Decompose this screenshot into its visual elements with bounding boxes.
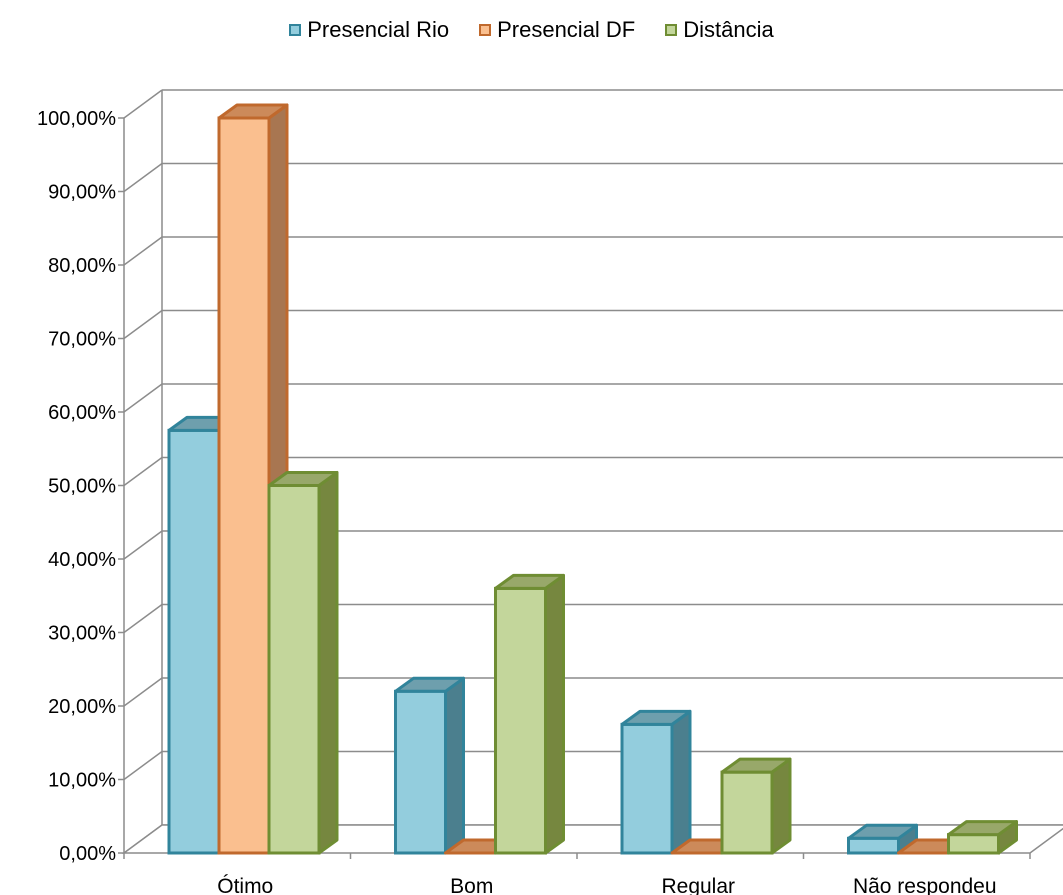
bar-front <box>620 722 674 855</box>
bar-top <box>720 757 792 774</box>
bar-side <box>444 676 465 855</box>
axis-labels: 0,00% 10,00% 20,00% 30,00% 40,00% 50,00% 60,00… <box>37 108 997 895</box>
gridline-side <box>123 236 163 266</box>
gridline-side <box>123 89 163 119</box>
bar-front <box>947 833 1000 855</box>
y-tick-label: 10,00% <box>48 770 116 792</box>
bar <box>494 573 565 855</box>
y-tick-label: 90,00% <box>48 182 116 204</box>
legend-item-presencial-df: Presencial DF <box>479 17 635 43</box>
y-tick-label: 100,00% <box>37 108 116 130</box>
legend-item-presencial-rio: Presencial Rio <box>289 17 449 43</box>
y-tick-label: 70,00% <box>48 329 116 351</box>
gridline-side <box>123 603 163 634</box>
bar <box>720 757 792 855</box>
bar-top <box>620 709 692 726</box>
bar <box>847 823 918 855</box>
bar <box>267 471 339 855</box>
bar-side <box>317 471 339 855</box>
bar-side <box>770 757 792 855</box>
bar-front <box>720 770 774 855</box>
bar <box>620 709 692 855</box>
legend-item-distancia: Distância <box>665 17 774 43</box>
x-tick-label: Regular <box>661 875 735 895</box>
gridline-side <box>123 383 163 413</box>
bar-front <box>217 116 271 855</box>
bar-front <box>267 484 321 855</box>
legend: Presencial Rio Presencial DF Distância <box>0 17 1063 43</box>
legend-label-distancia: Distância <box>683 17 774 42</box>
x-tick-label: Ótimo <box>217 875 273 895</box>
bar-front <box>494 586 547 855</box>
bar-top <box>394 676 465 693</box>
x-tick-label: Bom <box>450 875 493 895</box>
gridline-side <box>123 309 163 340</box>
bar-top <box>217 103 289 120</box>
bar-front <box>167 428 221 855</box>
bars <box>167 103 1018 855</box>
bar-side <box>670 709 692 855</box>
legend-swatch-distancia <box>665 24 678 36</box>
y-tick-label: 60,00% <box>48 402 116 424</box>
bar-top <box>947 820 1018 837</box>
y-tick-label: 40,00% <box>48 549 116 571</box>
bar-top <box>267 471 339 487</box>
y-tick-label: 30,00% <box>48 623 116 645</box>
bar-front <box>847 836 900 855</box>
y-tick-label: 20,00% <box>48 696 116 718</box>
bar-front <box>394 689 447 855</box>
gridline-side <box>123 750 163 781</box>
x-tick-label: Não respondeu <box>853 875 997 895</box>
gridline-side <box>123 162 163 193</box>
legend-label-presencial-rio: Presencial Rio <box>307 17 450 42</box>
axes <box>118 90 1063 859</box>
y-tick-label: 50,00% <box>48 476 116 498</box>
bar-side <box>544 573 565 855</box>
y-tick-label: 0,00% <box>59 843 116 865</box>
bar-top <box>847 823 918 840</box>
legend-swatch-presencial-df <box>479 24 492 36</box>
y-tick-label: 80,00% <box>48 255 116 277</box>
legend-label-presencial-df: Presencial DF <box>497 17 636 42</box>
bar <box>947 820 1018 855</box>
legend-swatch-presencial-rio <box>289 24 302 36</box>
gridline-side <box>123 677 163 707</box>
bar-top <box>494 573 565 590</box>
gridline-side <box>123 456 163 487</box>
gridline-side <box>123 530 163 560</box>
bar <box>394 676 465 855</box>
